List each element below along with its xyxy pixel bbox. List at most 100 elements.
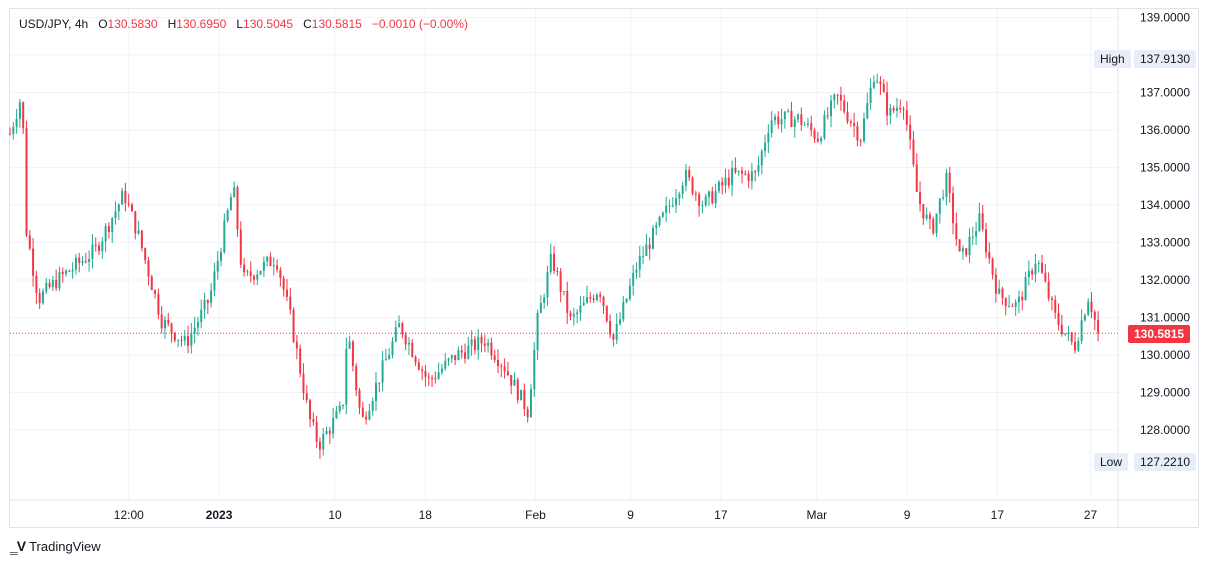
- candle-body: [648, 244, 651, 249]
- candle-body: [862, 118, 865, 141]
- y-tick-label: 132.0000: [1140, 273, 1190, 287]
- candle-body: [493, 355, 496, 361]
- candle-body: [895, 107, 898, 111]
- candle-body: [1093, 311, 1096, 320]
- low-value: 130.5045: [243, 17, 294, 31]
- candle-body: [642, 255, 645, 257]
- candle-body: [190, 333, 193, 346]
- chart-frame[interactable]: [9, 8, 1199, 528]
- candle-body: [302, 373, 305, 394]
- candle-body: [183, 335, 186, 341]
- candle-body: [975, 231, 978, 237]
- candle-body: [1017, 296, 1020, 303]
- candle-body: [450, 355, 453, 359]
- candle-body: [78, 257, 81, 263]
- candle-body: [1011, 305, 1014, 307]
- candle-body: [770, 120, 773, 133]
- candle-body: [117, 204, 120, 212]
- candle-body: [1008, 305, 1011, 307]
- candle-body: [431, 377, 434, 379]
- candle-body: [533, 350, 536, 390]
- interval-label[interactable]: 4h: [74, 17, 89, 31]
- candle-body: [694, 193, 697, 195]
- candle-body: [638, 256, 641, 270]
- candle-body: [140, 230, 143, 249]
- candle-body: [325, 431, 328, 434]
- candle-body: [104, 226, 107, 242]
- candle-body: [691, 177, 694, 194]
- candle-body: [928, 214, 931, 220]
- candle-body: [740, 170, 743, 174]
- low-tag-value-box: 127.2210: [1134, 453, 1197, 471]
- candle-body: [276, 265, 279, 270]
- candle-body: [589, 297, 592, 299]
- candle-body: [1070, 332, 1073, 342]
- candle-body: [1021, 296, 1024, 301]
- ohlc-legend: USD/JPY, 4h O130.5830 H130.6950 L130.504…: [19, 17, 468, 31]
- candle-body: [655, 225, 658, 228]
- candle-body: [1087, 301, 1090, 316]
- last-price-value: 130.5815: [1134, 327, 1185, 341]
- candle-body: [1037, 262, 1040, 264]
- candle-body: [454, 355, 457, 361]
- y-tick-label: 139.0000: [1140, 11, 1190, 25]
- price-axis: 128.0000 129.0000 130.0000 131.0000 132.0000…: [1117, 9, 1190, 527]
- candle-body: [688, 170, 691, 178]
- candle-body: [965, 248, 968, 256]
- candle-body: [935, 213, 938, 234]
- symbol-name[interactable]: USD/JPY: [19, 17, 69, 31]
- candle-body: [899, 107, 902, 110]
- tradingview-brand[interactable]: ‗V TradingView: [10, 538, 101, 554]
- candle-body: [510, 375, 513, 386]
- candle-body: [239, 229, 242, 265]
- last-price-label: 130.5815: [1128, 325, 1191, 343]
- candle-body: [28, 235, 31, 249]
- candle-body: [74, 257, 77, 270]
- candle-body: [150, 276, 153, 291]
- candle-body: [98, 245, 101, 252]
- candle-body: [932, 219, 935, 234]
- candle-body: [579, 305, 582, 313]
- candle-body: [200, 309, 203, 323]
- candle-body: [513, 379, 516, 386]
- candle-body: [361, 407, 364, 417]
- candle-body: [378, 382, 381, 384]
- candle-body: [1060, 324, 1063, 334]
- candle-body: [945, 172, 948, 198]
- candle-body: [1050, 298, 1053, 300]
- high-tag-label: High: [1100, 52, 1125, 66]
- candle-body: [539, 303, 542, 314]
- candle-body: [1031, 270, 1034, 275]
- candle-body: [909, 124, 912, 140]
- candle-body: [229, 197, 232, 211]
- candle-body: [602, 296, 605, 307]
- candle-body: [912, 139, 915, 165]
- candle-body: [121, 190, 124, 205]
- candle-body: [592, 298, 595, 301]
- x-tick-label: 10: [328, 508, 342, 522]
- candle-body: [401, 323, 404, 335]
- candle-body: [919, 191, 922, 205]
- candle-body: [1024, 277, 1027, 301]
- candle-body: [797, 114, 800, 120]
- candle-body: [787, 110, 790, 112]
- candle-body: [173, 332, 176, 341]
- candle-body: [1034, 263, 1037, 275]
- candle-body: [167, 319, 170, 324]
- candle-body: [549, 253, 552, 273]
- candle-body: [411, 342, 414, 357]
- candle-body: [998, 288, 1001, 294]
- candle-body: [562, 291, 565, 293]
- candle-body: [754, 171, 757, 173]
- candle-body: [272, 265, 275, 267]
- candle-body: [915, 164, 918, 192]
- candle-body: [295, 341, 298, 349]
- candle-body: [747, 173, 750, 182]
- candle-body: [187, 335, 190, 346]
- candle-body: [134, 211, 137, 234]
- candle-body: [266, 256, 269, 262]
- candle-body: [625, 298, 628, 302]
- candle-body: [35, 275, 38, 294]
- candle-body: [407, 342, 410, 345]
